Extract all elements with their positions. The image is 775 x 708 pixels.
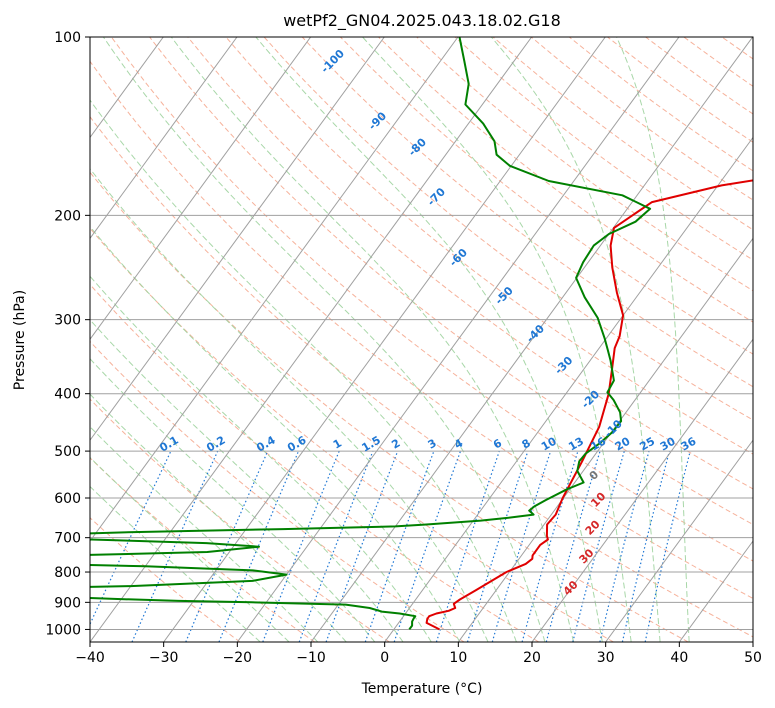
moist-adiabat [90, 99, 517, 642]
x-tick-label: 20 [523, 650, 541, 666]
y-tick-label: 300 [54, 313, 81, 329]
isotherm-line [457, 237, 753, 642]
dry-adiabat [340, 37, 753, 355]
mixing-ratio-line [466, 450, 529, 642]
y-tick-label: 400 [54, 387, 81, 403]
y-tick-label: 1000 [45, 622, 81, 638]
axes: −40 −30 −20 −10 0 10 20 30 40 50 100 200 300 400 500 60… [45, 30, 762, 666]
dry-adiabat [110, 37, 753, 562]
moist-adiabat [90, 456, 290, 642]
y-tick-label: 200 [54, 208, 81, 224]
moist-adiabat [616, 37, 690, 642]
moist-adiabat [90, 426, 319, 642]
x-tick-label: −30 [149, 650, 179, 666]
y-tick-label: 600 [54, 491, 81, 507]
y-tick-label: 100 [54, 30, 81, 46]
mixing-ratio-line [325, 450, 399, 642]
dry-adiabat [90, 171, 689, 642]
y-tick-label: 800 [54, 565, 81, 581]
mixing-ratio-line [298, 450, 374, 642]
x-tick-label: 30 [597, 650, 615, 666]
dry-adiabat [90, 517, 241, 642]
isotherm-line [90, 37, 312, 341]
mixing-ratio-line [364, 450, 435, 642]
dry-adiabat [149, 37, 753, 526]
y-tick-label: 700 [54, 531, 81, 547]
mixing-ratio-line [521, 450, 579, 642]
plot-frame [89, 36, 754, 643]
isotherm-line [310, 37, 753, 642]
x-tick-label: −10 [296, 650, 326, 666]
mixing-ratio-line [262, 450, 340, 642]
mixing-ratio-line [131, 450, 219, 642]
dry-adiabat [90, 60, 753, 600]
mixing-ratio-line [545, 450, 601, 642]
moist-adiabat [170, 37, 575, 642]
moist-adiabat [491, 37, 661, 642]
sounding-line [90, 37, 652, 630]
isotherm-line [605, 439, 753, 642]
x-axis-label: Temperature (°C) [361, 681, 483, 697]
mixing-ratio-line [599, 450, 650, 642]
sounding-line [425, 179, 753, 631]
x-tick-label: 50 [744, 650, 762, 666]
mixing-ratio-line [185, 450, 269, 642]
x-tick-label: 0 [380, 650, 389, 666]
moist-adiabat [90, 167, 489, 642]
dry-adiabat [187, 37, 753, 490]
dry-adiabat [90, 398, 390, 642]
chart-title: wetPf2_GN04.2025.043.18.02.G18 [283, 11, 561, 31]
dry-adiabat [90, 227, 614, 642]
moist-adiabat [90, 275, 432, 642]
dry-adiabat [90, 340, 465, 642]
mixing-ratio-line [218, 450, 300, 642]
moist-adiabat [90, 358, 376, 642]
moist-adiabat [362, 37, 632, 642]
moist-adiabat [90, 225, 461, 642]
isotherm-line [163, 37, 606, 642]
mixing-ratio-line [572, 450, 625, 642]
moist-adiabats [90, 37, 690, 642]
x-tick-label: 40 [670, 650, 688, 666]
y-tick-label: 900 [54, 595, 81, 611]
x-tick-label: −20 [223, 650, 253, 666]
mixing-ratio-line [621, 450, 671, 642]
isotherm-line [236, 37, 680, 642]
y-axis-label: Pressure (hPa) [12, 290, 28, 390]
dry-adiabat [301, 37, 753, 388]
moist-adiabat [102, 37, 546, 642]
moist-adiabat [90, 393, 347, 642]
dry-adiabats [90, 37, 753, 642]
moist-adiabat [90, 485, 261, 642]
y-tick-label: 500 [54, 444, 81, 460]
isotherm-line [90, 37, 238, 240]
sounding-series [90, 37, 753, 631]
dry-adiabat [225, 37, 753, 455]
dry-adiabat [90, 283, 540, 642]
mixing-ratio-line [435, 450, 500, 642]
isotherm-line [90, 37, 385, 442]
x-tick-label: −40 [75, 650, 105, 666]
isotherm-line [90, 37, 459, 542]
x-tick-label: 10 [449, 650, 467, 666]
moist-adiabat [90, 319, 404, 642]
